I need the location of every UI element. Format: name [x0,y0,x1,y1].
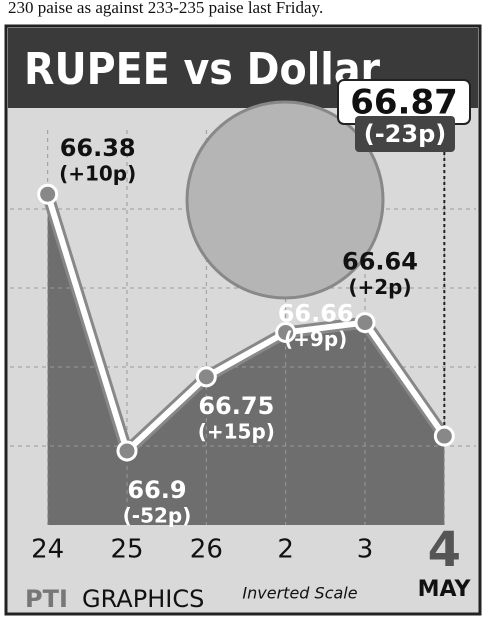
month-label: MAY [418,577,472,602]
footer-note: Inverted Scale [242,584,357,603]
change-label: (-52p) [123,503,192,527]
point [356,314,374,332]
value-label: 66.9 [127,476,186,504]
x-tick-label: 24 [31,535,64,565]
value-label: 66.75 [198,392,274,420]
footer-label: GRAPHICS [82,585,204,613]
chart: 230 paise as against 233-235 paise last … [0,0,498,621]
point [197,368,215,386]
change-label: (+10p) [59,162,136,186]
change-label: (+2p) [348,275,411,299]
caption: 230 paise as against 233-235 paise last … [8,0,323,17]
point [39,185,57,203]
change-label: (+15p) [198,419,275,443]
x-tick-label: 3 [357,535,374,565]
chart-title: RUPEE vs Dollar [24,44,381,95]
x-tick-label: 26 [190,535,223,565]
value-label: 66.66 [278,299,354,327]
value-label: 66.38 [60,134,136,162]
latest-change: (-23p) [364,120,446,148]
footer-logo: PTI [25,585,68,613]
change-label: (+9p) [284,327,347,351]
point [435,427,453,445]
point [118,442,136,460]
x-tick-label: 25 [110,535,143,565]
page: {"caption": "230 paise as against 233-23… [0,0,498,621]
x-tick-label: 2 [277,535,294,565]
x-tick-label: 4 [428,522,461,578]
value-label: 66.64 [342,248,418,276]
